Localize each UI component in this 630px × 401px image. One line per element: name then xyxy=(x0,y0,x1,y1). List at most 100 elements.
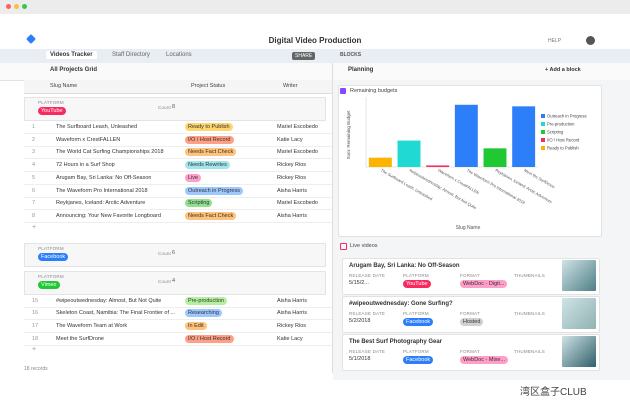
add-block[interactable]: + Add a block xyxy=(545,67,581,73)
slug-cell[interactable]: #wipeoutwednesday: Almost, But Not Quite xyxy=(56,297,162,304)
slug-cell[interactable]: 72 Hours in a Surf Shop xyxy=(56,162,115,169)
slug-cell[interactable]: Reykjanes, Iceland: Arctic Adventure xyxy=(56,200,146,207)
grid-header xyxy=(24,80,332,94)
blocks-button[interactable]: BLOCKS xyxy=(340,52,362,58)
legend-label: I/O / Host Record xyxy=(547,138,580,143)
group-label: PLATFORM xyxy=(38,245,64,251)
chart-icon xyxy=(340,88,346,94)
add-row[interactable]: + xyxy=(32,346,37,354)
slug-cell[interactable]: Announcing: Your New Favorite Longboard xyxy=(56,212,161,219)
slug-cell[interactable]: Waveform x CrestFALLEN xyxy=(56,136,121,143)
legend-swatch xyxy=(541,138,545,142)
add-row[interactable]: + xyxy=(32,223,37,231)
row-number: 18 xyxy=(32,335,39,342)
thumbnail xyxy=(562,298,596,329)
field-label: PLATFORM xyxy=(403,273,429,278)
count-label: Count xyxy=(158,105,172,110)
count-value: 8 xyxy=(172,104,176,110)
grid-row xyxy=(24,197,332,211)
writer-cell: Mariel Escobedo xyxy=(277,124,318,130)
row-number: 3 xyxy=(32,149,36,156)
release-date: 5/2/2018 xyxy=(349,318,371,324)
column-header[interactable]: Writer xyxy=(283,83,298,89)
platform-pill: YouTube xyxy=(38,107,66,115)
live-icon xyxy=(340,243,347,250)
card-title: #wipeoutwednesday: Gone Surfing? xyxy=(349,301,453,307)
grid-row xyxy=(24,134,332,147)
card-title: Arugam Bay, Sri Lanka: No Off-Season xyxy=(349,263,460,269)
row-number: 5 xyxy=(32,174,36,181)
writer-cell: Aisha Harris xyxy=(277,212,307,219)
record-card[interactable] xyxy=(342,258,600,295)
slug-cell[interactable]: Arugam Bay, Sri Lanka: No Off-Season xyxy=(56,174,152,181)
legend-swatch xyxy=(541,146,545,150)
view-switcher[interactable]: All Projects Grid xyxy=(50,67,98,73)
thumbnail xyxy=(562,260,596,291)
writer-cell: Aisha Harris xyxy=(277,187,307,194)
table-tab[interactable]: Staff Directory xyxy=(112,52,150,58)
writer-cell: Katie Lacy xyxy=(277,335,303,342)
slug-cell[interactable]: Meet the SurfDrone xyxy=(56,335,104,342)
field-label: PLATFORM xyxy=(403,311,429,316)
divider xyxy=(332,63,333,373)
help-link[interactable]: HELP xyxy=(548,38,562,44)
zoom-dot[interactable] xyxy=(22,4,27,9)
column-header[interactable]: Slug Name xyxy=(50,83,78,89)
grid-row xyxy=(24,307,332,321)
row-number: 2 xyxy=(32,136,36,143)
platform-pill: Vimeo xyxy=(38,280,60,289)
field-label: FORMAT xyxy=(460,273,480,278)
field-label: THUMBNAILS xyxy=(514,311,546,316)
minimize-dot[interactable] xyxy=(14,4,19,9)
slug-cell[interactable]: Skeleton Coast, Namibia: The Final Front… xyxy=(56,310,176,317)
writer-cell: Rickey Rios xyxy=(277,174,307,181)
field-label: RELEASE DATE xyxy=(349,311,386,316)
chart-block-title: Remaining budgets xyxy=(350,88,398,94)
legend-swatch xyxy=(541,122,545,126)
record-count: 18 records xyxy=(24,366,48,372)
count-value: 4 xyxy=(172,277,176,284)
bar xyxy=(483,148,507,167)
status-pill: Needs Fact Check xyxy=(185,211,237,220)
status-pill: Needs Fact Check xyxy=(185,148,237,157)
grid-row xyxy=(24,320,332,333)
format-pill: Hosted xyxy=(460,318,484,326)
row-number: 17 xyxy=(32,323,39,329)
group-header xyxy=(24,270,326,295)
writer-cell: Aisha Harris xyxy=(277,297,307,304)
row-number: 15 xyxy=(32,297,39,304)
x-tick-label: The Waveform Pro International 2018 xyxy=(466,168,527,206)
writer-cell: Katie Lacy xyxy=(277,136,303,143)
share-button[interactable]: SHARE xyxy=(292,52,316,60)
legend-swatch xyxy=(541,114,545,118)
bar xyxy=(368,157,392,167)
slug-cell[interactable]: The World Cat Surfing Championships 2018 xyxy=(56,149,164,156)
platform-pill: Facebook xyxy=(403,356,434,364)
table-tab[interactable]: Locations xyxy=(166,52,192,58)
record-card[interactable] xyxy=(342,334,600,371)
legend-swatch xyxy=(541,130,545,134)
count-label: Count xyxy=(158,278,172,284)
avatar[interactable] xyxy=(586,36,595,45)
slug-cell[interactable]: The Surfboard Leash, Unleashed xyxy=(56,124,138,130)
slug-cell[interactable]: The Waveform Team at Work xyxy=(56,323,128,329)
release-date: 5/1/2018 xyxy=(349,356,371,362)
table-tab[interactable]: Videos Tracker xyxy=(46,51,97,59)
count-label: Count xyxy=(158,250,172,256)
grid-row xyxy=(24,121,332,134)
panel-title[interactable]: Planning xyxy=(348,67,374,73)
column-header[interactable]: Project Status xyxy=(191,83,226,89)
status-pill: Ready to Publish xyxy=(185,123,233,131)
writer-cell: Rickey Rios xyxy=(277,162,307,169)
group-header xyxy=(24,97,326,121)
field-label: FORMAT xyxy=(460,311,480,316)
watermark: 湾区盒子CLUB xyxy=(520,387,587,398)
slug-cell[interactable]: The Waveform Pro International 2018 xyxy=(56,187,148,194)
close-dot[interactable] xyxy=(6,4,11,9)
legend-label: Ready to Publish xyxy=(547,146,579,151)
legend-label: Scripting xyxy=(547,130,564,135)
field-label: THUMBNAILS xyxy=(514,273,546,278)
row-number: 4 xyxy=(32,162,36,169)
record-card[interactable] xyxy=(342,296,600,333)
